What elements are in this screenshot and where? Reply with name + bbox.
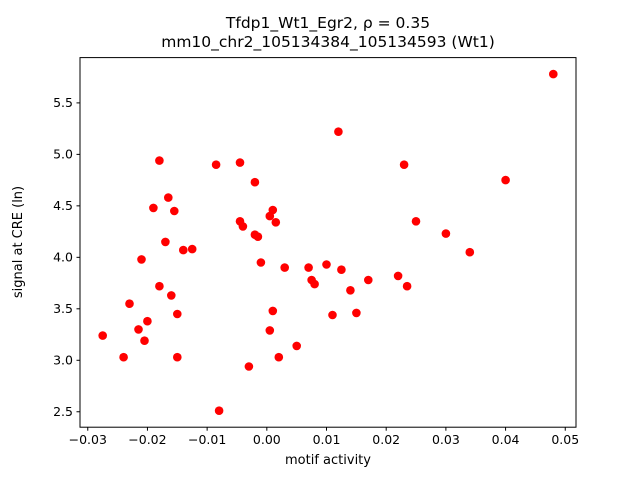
- y-axis-ticks: 2.5 3.0 3.5 4.0 4.5 5.0 5.5: [53, 95, 80, 419]
- scatter-point: [280, 263, 290, 272]
- scatter-point: [346, 286, 355, 295]
- scatter-point: [304, 263, 313, 272]
- scatter-point: [274, 352, 284, 362]
- chart-title-line2: mm10_chr2_105134384_105134593 (Wt1): [161, 33, 495, 52]
- scatter-point: [187, 244, 197, 254]
- scatter-point: [268, 306, 278, 316]
- scatter-point: [235, 158, 245, 167]
- scatter-point: [402, 281, 412, 291]
- chart-title-line1: Tfdp1_Wt1_Egr2, ρ = 0.35: [225, 14, 430, 33]
- scatter-point: [214, 406, 224, 416]
- scatter-point: [161, 237, 170, 247]
- scatter-point: [268, 205, 278, 215]
- scatter-point: [244, 362, 254, 371]
- scatter-point: [238, 222, 248, 231]
- scatter-point: [134, 325, 143, 334]
- x-axis-ticks: −0.03 −0.02 −0.01 0.00 0.01 0.02 0.03 0.04 0.05: [69, 427, 579, 447]
- x-tick-label: 0.05: [551, 432, 579, 447]
- scatter-point: [155, 156, 164, 165]
- scatter-point: [411, 217, 421, 226]
- scatter-point: [265, 326, 275, 335]
- y-tick-label: 5.0: [53, 147, 73, 162]
- y-tick-label: 5.5: [53, 95, 73, 110]
- scatter-point: [173, 309, 182, 319]
- x-tick-label: 0.00: [253, 432, 281, 447]
- x-axis-label: motif activity: [285, 453, 371, 468]
- x-tick-label: −0.01: [188, 432, 226, 447]
- x-tick-label: −0.03: [69, 432, 107, 447]
- scatter-point: [465, 247, 475, 257]
- y-tick-label: 3.5: [53, 301, 73, 316]
- scatter-point: [98, 331, 107, 340]
- scatter-point: [173, 352, 182, 362]
- scatter-point: [250, 177, 260, 187]
- scatter-point: [155, 281, 164, 291]
- scatter-point: [441, 229, 451, 238]
- scatter-point: [253, 232, 263, 241]
- y-axis-label: signal at CRE (ln): [11, 186, 26, 298]
- x-tick-label: 0.03: [432, 432, 460, 447]
- x-tick-label: −0.02: [128, 432, 166, 447]
- scatter-point: [337, 265, 346, 275]
- scatter-point: [256, 258, 266, 267]
- scatter-point: [164, 193, 173, 202]
- scatter-point: [125, 299, 134, 309]
- scatter-point: [140, 336, 149, 346]
- data-points: [98, 69, 558, 416]
- scatter-point: [143, 316, 152, 326]
- scatter-point: [179, 245, 188, 255]
- scatter-point: [393, 271, 403, 281]
- scatter-point: [334, 127, 343, 136]
- scatter-point: [310, 279, 319, 289]
- y-tick-label: 3.0: [53, 353, 73, 368]
- scatter-point: [549, 69, 558, 79]
- scatter-point: [137, 255, 146, 264]
- x-tick-label: 0.01: [313, 432, 341, 447]
- scatter-point: [399, 160, 409, 169]
- y-tick-label: 2.5: [53, 404, 73, 419]
- scatter-point: [119, 352, 128, 362]
- y-tick-label: 4.5: [53, 198, 73, 213]
- scatter-point: [352, 308, 361, 318]
- scatter-point: [328, 310, 337, 320]
- y-tick-label: 4.0: [53, 250, 73, 265]
- axes-frame: [79, 57, 577, 428]
- scatter-point: [211, 160, 221, 169]
- scatter-point: [501, 175, 510, 185]
- x-tick-label: 0.02: [372, 432, 400, 447]
- scatter-point: [167, 291, 176, 300]
- scatter-point: [271, 218, 281, 227]
- scatter-point: [170, 206, 179, 216]
- scatter-point: [149, 203, 158, 213]
- scatter-point: [292, 341, 302, 351]
- scatter-point: [364, 275, 373, 285]
- x-tick-label: 0.04: [492, 432, 520, 447]
- scatter-point: [322, 260, 331, 269]
